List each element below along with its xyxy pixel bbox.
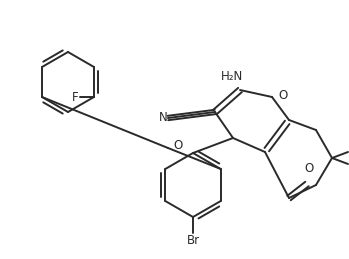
Text: O: O bbox=[304, 162, 314, 175]
Text: Br: Br bbox=[186, 234, 200, 247]
Text: O: O bbox=[173, 139, 182, 152]
Text: O: O bbox=[278, 89, 287, 102]
Text: H₂N: H₂N bbox=[221, 69, 243, 83]
Text: F: F bbox=[72, 90, 78, 104]
Text: N: N bbox=[159, 111, 168, 124]
